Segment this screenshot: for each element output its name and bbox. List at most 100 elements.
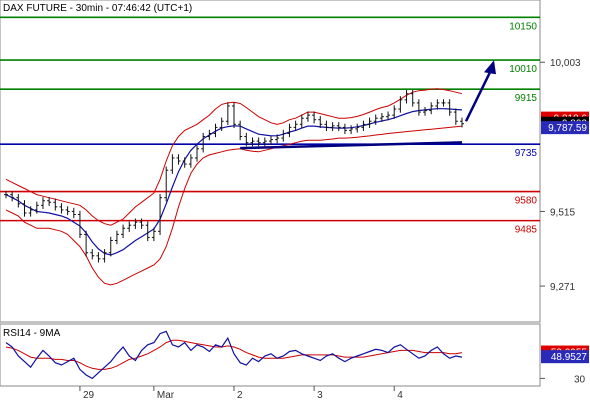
price-bar <box>287 123 292 138</box>
price-bar <box>441 99 446 107</box>
price-bar <box>127 221 132 232</box>
rsi-line <box>5 330 463 380</box>
price-bar <box>435 99 440 110</box>
price-bar <box>170 154 175 174</box>
level-label-9735: 9735 <box>515 148 538 159</box>
price-bar <box>392 105 397 119</box>
price-bar <box>336 122 341 132</box>
price-bar <box>355 123 360 133</box>
rsi-badge: 48.9527 <box>541 350 589 364</box>
price-bar <box>201 132 206 153</box>
price-bar <box>114 230 119 245</box>
price-bar <box>121 224 126 239</box>
price-bar <box>102 249 107 263</box>
price-bar <box>96 252 101 263</box>
price-bar <box>145 221 150 242</box>
price-bar <box>250 137 255 147</box>
price-bar <box>447 99 452 116</box>
price-bar <box>28 206 33 217</box>
price-bar <box>59 203 64 214</box>
price-bar <box>108 236 113 257</box>
price-bar <box>195 145 200 162</box>
price-bar <box>281 129 286 142</box>
y-tick-label: 9,271 <box>550 282 575 293</box>
rsi-plot-frame <box>0 323 541 387</box>
x-tick-label: 29 <box>83 390 95 400</box>
price-y-axis: 9,271 9,515 10,003 <box>540 58 581 293</box>
price-bar <box>65 206 70 216</box>
price-bar <box>460 117 464 128</box>
price-badge: 9,787.59 <box>541 121 589 135</box>
price-bar <box>429 102 434 115</box>
x-tick-label: 4 <box>397 390 403 400</box>
price-bar <box>256 137 261 147</box>
price-bar <box>133 218 138 229</box>
x-tick-label: 3 <box>317 390 323 400</box>
price-bar <box>238 120 243 141</box>
price-bar <box>404 90 409 104</box>
price-bar <box>410 90 415 107</box>
price-bar <box>342 123 347 135</box>
price-bar <box>225 102 230 125</box>
price-bar <box>349 125 354 135</box>
projection-arrow <box>464 69 493 122</box>
x-tick-label: 2 <box>237 390 243 400</box>
level-label-9915: 9915 <box>515 93 538 104</box>
price-bar <box>299 114 304 128</box>
price-bar <box>361 120 366 132</box>
price-bar <box>151 227 156 242</box>
price-bar <box>330 122 335 132</box>
price-bar <box>275 134 280 144</box>
price-bar <box>213 123 218 138</box>
price-bar <box>84 230 89 257</box>
price-bar <box>453 108 458 125</box>
rsi-ma-line <box>5 339 463 370</box>
price-bar <box>219 117 224 132</box>
price-bar <box>268 135 273 145</box>
price-bar <box>423 106 428 116</box>
price-bar <box>312 111 317 124</box>
price-bar <box>293 120 298 132</box>
chart-title: DAX FUTURE - 30min - 07:46:42 (UTC+1) <box>3 3 192 14</box>
price-bar <box>373 114 378 125</box>
price-plot-frame <box>0 0 541 323</box>
price-bar <box>305 111 310 122</box>
time-x-axis: 29 Mar 2 3 4 <box>79 386 403 400</box>
level-label-9485: 9485 <box>515 225 538 236</box>
price-bar <box>232 102 236 128</box>
price-bar <box>379 112 384 122</box>
rsi-panel: RSI14 - 9MA <box>0 323 541 387</box>
price-bar <box>318 116 323 128</box>
price-bar <box>416 99 421 116</box>
rsi-y-axis: 30 <box>540 374 586 385</box>
x-tick-label: Mar <box>157 390 175 400</box>
y-tick-label: 9,515 <box>550 207 575 218</box>
price-bar <box>10 190 15 202</box>
price-bar <box>398 96 403 113</box>
price-bar <box>188 154 193 168</box>
rsi-y-tick-label: 30 <box>574 374 586 385</box>
price-bar <box>244 132 249 147</box>
projection-arrow-head <box>484 60 496 75</box>
price-bar <box>16 194 21 208</box>
price-bar <box>386 111 391 121</box>
price-bar <box>71 207 76 219</box>
price-bar <box>53 198 58 211</box>
price-panel: 10150 10010 9915 9735 9580 9485 DAX FUTURE - … <box>0 0 541 323</box>
support-trendline <box>240 141 463 150</box>
y-tick-label: 10,003 <box>550 58 581 69</box>
price-bar <box>324 120 329 132</box>
price-bar <box>90 249 95 260</box>
level-label-10150: 10150 <box>509 21 537 32</box>
price-bar <box>262 137 267 147</box>
price-bar <box>158 194 163 235</box>
price-bar <box>164 166 169 202</box>
price-bar <box>34 201 39 214</box>
price-bar <box>176 154 181 165</box>
price-bar <box>40 197 45 210</box>
bollinger-lower-line <box>5 125 463 286</box>
price-bar <box>22 200 27 217</box>
price-bar <box>47 197 52 206</box>
price-bar <box>207 129 212 141</box>
